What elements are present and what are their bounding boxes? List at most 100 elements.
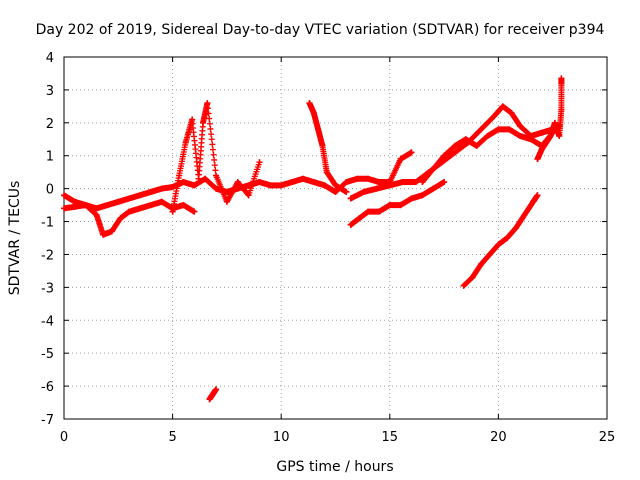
data-point [323, 169, 330, 176]
data-point [71, 198, 78, 205]
data-point [206, 396, 213, 403]
series-p394-a [61, 149, 415, 212]
data-point [147, 188, 154, 195]
y-tick-label: 4 [46, 51, 54, 66]
data-point [469, 274, 476, 281]
y-tick-label: 2 [46, 117, 54, 132]
data-point [558, 75, 565, 82]
x-tick-label: 5 [168, 430, 176, 445]
data-point [180, 202, 187, 209]
data-point [195, 175, 202, 182]
data-point [408, 195, 415, 202]
y-tick-label: 0 [46, 183, 54, 198]
data-points [61, 75, 565, 403]
x-tick-label: 10 [273, 430, 290, 445]
data-point [365, 175, 372, 182]
data-point [213, 172, 220, 179]
data-point [491, 113, 498, 120]
data-point [556, 132, 563, 139]
data-point [419, 179, 426, 186]
data-point [223, 198, 230, 205]
data-point [191, 208, 198, 215]
data-point [408, 149, 415, 156]
data-point [504, 235, 511, 241]
data-point [176, 172, 183, 179]
data-point [347, 195, 354, 202]
plot-frame [63, 56, 608, 420]
data-point [397, 202, 404, 209]
data-point [306, 100, 313, 107]
data-point [169, 208, 176, 215]
y-tick-label: -5 [41, 347, 54, 362]
data-point [551, 119, 558, 126]
data-point [373, 185, 380, 192]
data-point [100, 231, 107, 238]
data-point [158, 198, 165, 205]
x-axis-label: GPS time / hours [276, 459, 393, 475]
data-point [441, 179, 448, 186]
data-point [343, 188, 350, 195]
data-point [82, 202, 89, 209]
data-point [473, 142, 480, 149]
series-p394-c [169, 100, 263, 215]
data-point [180, 179, 187, 186]
data-point [137, 192, 144, 199]
data-point [245, 192, 252, 199]
data-point [310, 109, 317, 116]
data-point [204, 100, 211, 107]
y-axis-label: SDTVAR / TECUs [7, 181, 23, 296]
data-point [158, 185, 165, 192]
data-point [61, 192, 67, 199]
data-point [347, 221, 354, 228]
data-point [441, 152, 448, 159]
data-point [460, 282, 467, 289]
data-point [210, 389, 217, 396]
data-point [430, 165, 437, 172]
data-point [256, 179, 263, 186]
data-point [310, 179, 317, 186]
data-point [299, 175, 306, 182]
series-p394-d [306, 100, 350, 195]
data-point [189, 116, 196, 123]
data-point [386, 182, 393, 189]
data-point [202, 175, 209, 182]
y-tick-label: -3 [41, 281, 54, 296]
y-tick-label: -1 [41, 216, 54, 231]
data-point [289, 179, 296, 186]
data-point [538, 129, 545, 136]
data-point [484, 132, 491, 139]
data-point [117, 215, 124, 222]
data-point [534, 156, 541, 163]
data-point [478, 126, 485, 133]
data-point [354, 175, 361, 182]
data-point [506, 126, 513, 133]
data-point [486, 251, 493, 258]
data-point [234, 179, 241, 186]
series-p394-j [206, 386, 220, 403]
data-point [332, 188, 339, 195]
data-point [93, 205, 100, 212]
data-point [332, 182, 339, 189]
data-point [397, 156, 404, 163]
y-tick-label: 3 [46, 84, 54, 99]
data-point [126, 195, 133, 202]
x-tick-label: 15 [382, 430, 399, 445]
data-point [256, 159, 263, 166]
data-point [451, 142, 458, 149]
data-point [315, 126, 322, 133]
data-point [530, 198, 537, 205]
data-point [517, 123, 524, 130]
data-point [412, 179, 419, 186]
data-point [126, 208, 133, 215]
data-point [182, 139, 189, 146]
data-point [512, 225, 519, 232]
data-point [213, 185, 220, 192]
tick-labels: 0 5 10 15 20 25 -7 -6 -5 -4 -3 -2 -1 0 1 2 3 4 [41, 51, 615, 445]
data-point [137, 205, 144, 212]
data-point [278, 182, 285, 189]
data-point [319, 142, 326, 149]
data-point [321, 182, 328, 189]
data-point [547, 132, 554, 139]
